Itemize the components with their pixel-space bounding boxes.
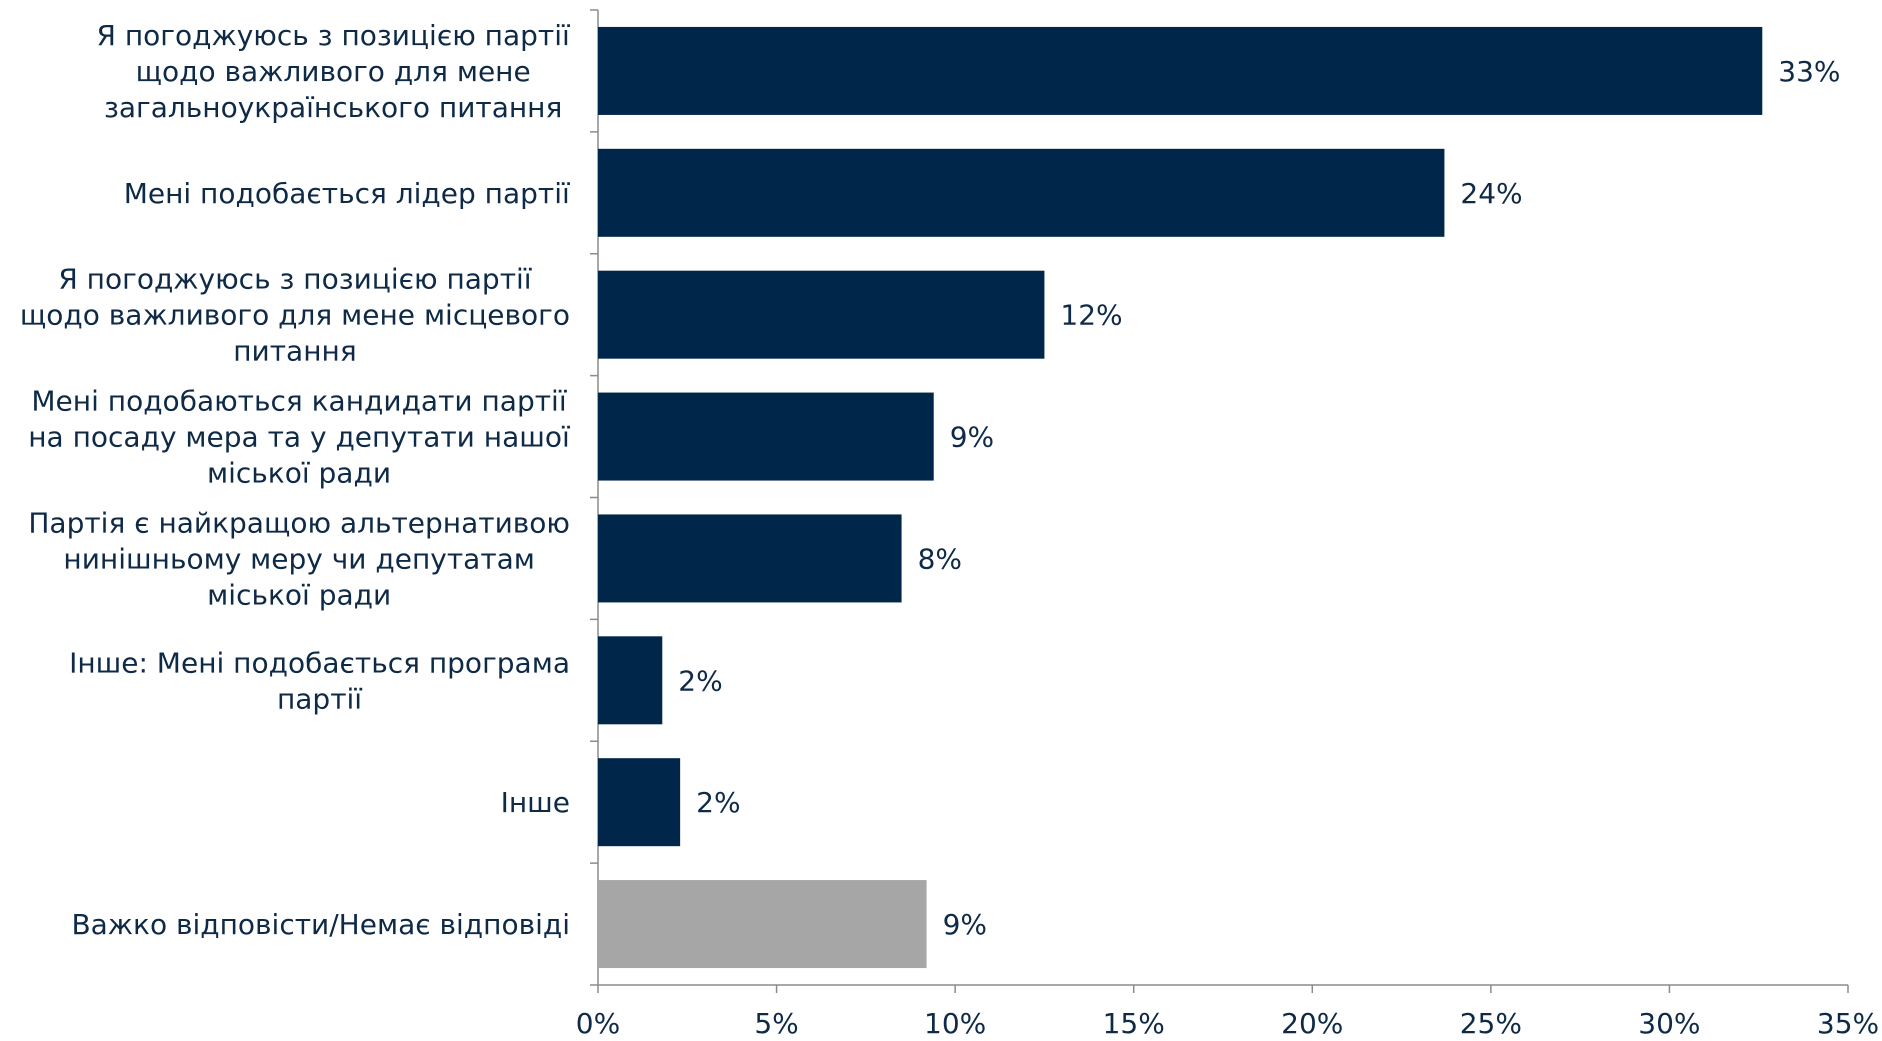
x-tick-label: 15% [1103,1007,1165,1040]
x-tick-labels: 0% 5% 10% 15% 20% 25% 30% 35% [576,1007,1879,1040]
category-label-line: на посаду мера та у депутати нашої [28,421,570,454]
category-label-line: питання [233,335,356,368]
bar-value-label: 9% [950,421,994,454]
bar [598,758,681,847]
category-label-line: загальноукраїнського питання [104,91,562,124]
x-tick-label: 0% [576,1007,620,1040]
category-label: Партія є найкращою альтернативою нинішньо… [28,506,570,611]
bar [598,392,934,481]
x-tick-label: 5% [754,1007,798,1040]
category-labels: Я погоджуюсь з позицією партії щодо важли… [20,19,570,941]
bar [598,880,927,969]
bar-value-label: 33% [1778,55,1840,88]
bar-value-label: 24% [1460,177,1522,210]
category-label-line: партії [277,682,362,715]
category-label-line: міської ради [207,457,391,490]
x-tick-label: 35% [1817,1007,1879,1040]
category-label: Важко відповісти/Немає відповіді [71,908,570,941]
bar [598,636,663,725]
value-labels: 33% 24% 12% 9% 8% 2% 2% 9% [678,55,1840,941]
category-label-line: Я погоджуюсь з позицією партії [97,19,570,52]
category-label: Інше [501,786,570,819]
category-label-line: щодо важливого для мене місцевого [20,299,570,332]
bar-value-label: 9% [943,908,987,941]
category-label: Мені подобаються кандидати партії на поса… [28,385,570,490]
category-label-line: Інше: Мені подобається програма [69,646,570,679]
chart-bars [598,26,1763,969]
bar [598,514,902,603]
category-label-line: щодо важливого для мене [136,55,531,88]
bar [598,270,1045,359]
bar [598,26,1763,115]
x-tick-label: 10% [924,1007,986,1040]
category-label-line: Важко відповісти/Немає відповіді [71,908,570,941]
category-label: Мені подобається лідер партії [124,177,570,210]
bar-value-label: 2% [696,786,740,819]
bar-value-label: 2% [678,664,722,697]
category-label-line: Інше [501,786,570,819]
x-tick-label: 25% [1460,1007,1522,1040]
category-label: Я погоджуюсь з позицією партії щодо важли… [20,263,570,368]
bar-value-label: 12% [1060,299,1122,332]
category-label-line: міської ради [207,578,391,611]
bar [598,148,1445,237]
x-tick-label: 20% [1281,1007,1343,1040]
category-label-line: нинішньому меру чи депутатам [63,542,535,575]
category-label-line: Мені подобаються кандидати партії [31,385,566,418]
x-tick-label: 30% [1638,1007,1700,1040]
category-label-line: Я погоджуюсь з позицією партії [58,263,531,296]
category-label-line: Партія є найкращою альтернативою [28,506,570,539]
category-label: Я погоджуюсь з позицією партії щодо важли… [97,19,570,124]
category-label-line: Мені подобається лідер партії [124,177,570,210]
category-label: Інше: Мені подобається програма партії [69,646,570,715]
bar-value-label: 8% [918,542,962,575]
